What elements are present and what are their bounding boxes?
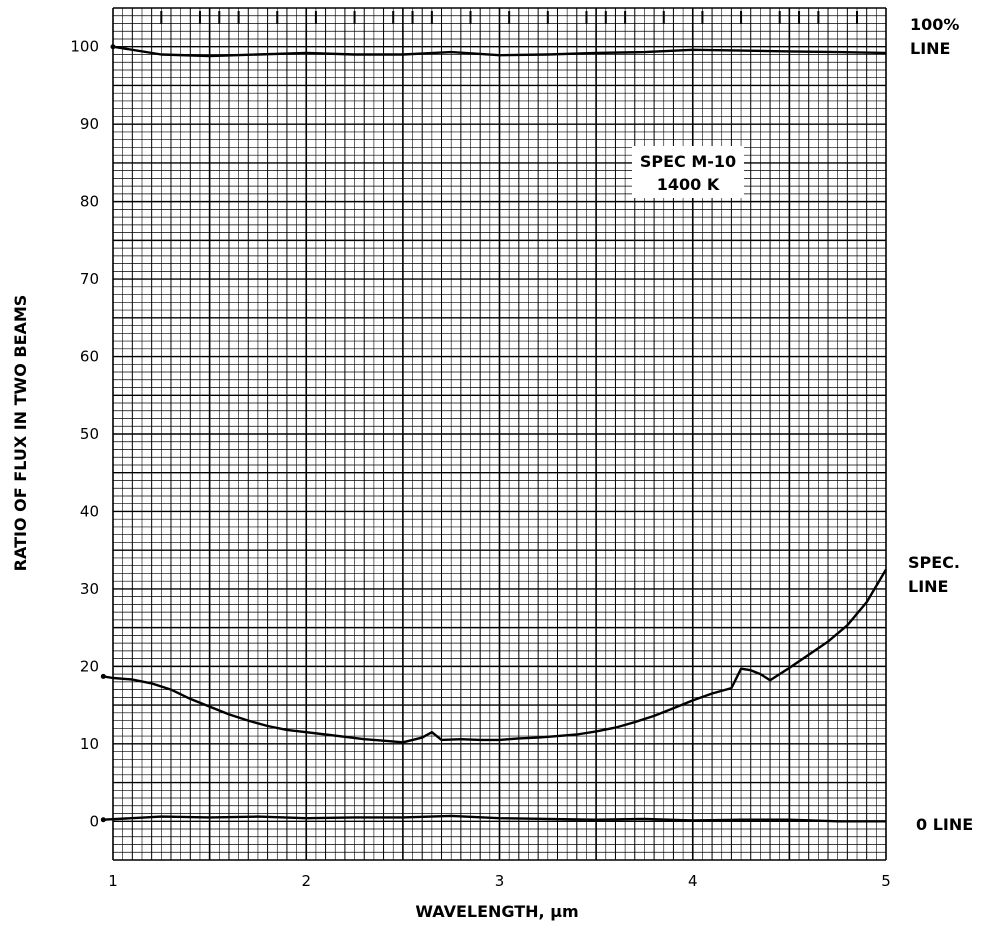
y-tick-label: 40 — [80, 502, 99, 520]
y-tick-label: 30 — [80, 580, 99, 598]
spec-line — [103, 568, 888, 744]
label-box-line2: 1400 K — [657, 175, 720, 194]
x-tick-label: 2 — [301, 872, 311, 890]
spec-line-start-point — [100, 673, 106, 679]
label-spec-line1: SPEC. — [908, 553, 960, 572]
y-tick-label: 0 — [89, 812, 99, 830]
y-axis-label: RATIO OF FLUX IN TWO BEAMS — [11, 295, 30, 572]
y-tick-label: 10 — [80, 735, 99, 753]
y-tick-label: 80 — [80, 193, 99, 211]
zero-line — [103, 814, 886, 823]
x-tick-label: 5 — [881, 872, 891, 890]
label-spec-line2: LINE — [908, 577, 948, 596]
x-tick-label: 4 — [688, 872, 698, 890]
x-tick-label: 3 — [495, 872, 505, 890]
x-tick-label: 1 — [108, 872, 118, 890]
hundred-percent-line — [112, 45, 887, 58]
labels-group: 0 10 20 30 40 50 60 70 80 90 100 1 2 3 4 5 — [70, 38, 890, 890]
spec-label-box — [632, 146, 744, 198]
hundred-percent-line-start-point — [110, 44, 116, 50]
y-tick-label: 70 — [80, 270, 99, 288]
label-100-line1: 100% — [910, 15, 959, 34]
annotations-group: SPEC M-10 1400 K 100% LINE SPEC. LINE 0 LINE — [632, 15, 973, 834]
y-tick-label: 20 — [80, 657, 99, 675]
top-tick-marks — [160, 11, 859, 24]
label-100-line2: LINE — [910, 39, 950, 58]
y-tick-label: 60 — [80, 348, 99, 366]
x-axis-label: WAVELENGTH, μm — [415, 902, 578, 921]
zero-line-start-point — [100, 817, 106, 823]
y-tick-label: 50 — [80, 425, 99, 443]
grid — [112, 7, 887, 861]
y-tick-label: 90 — [80, 115, 99, 133]
y-tick-label: 100 — [70, 38, 99, 56]
label-box-line1: SPEC M-10 — [640, 152, 736, 171]
label-zero: 0 LINE — [916, 815, 973, 834]
series-group — [100, 44, 888, 823]
